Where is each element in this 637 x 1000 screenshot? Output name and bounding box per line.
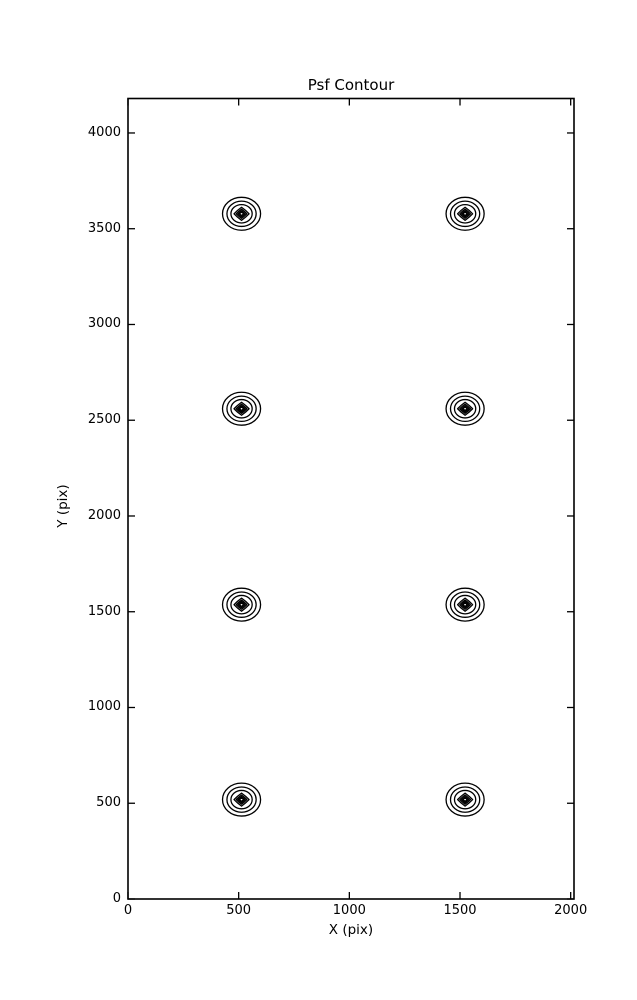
contour-ring-core — [456, 792, 474, 807]
contour-ring — [221, 782, 262, 817]
contour-ring-core — [459, 403, 472, 414]
contour-ring-core — [459, 599, 472, 610]
x-tick-label: 1000 — [332, 903, 366, 918]
x-tick-label: 0 — [123, 903, 133, 918]
contour-ring-core — [235, 794, 248, 805]
y-tick-label: 2500 — [87, 412, 121, 428]
x-tick-label: 1500 — [443, 903, 477, 918]
y-tick-label: 0 — [112, 891, 121, 906]
contour-ring-core — [459, 208, 472, 220]
contour-ring-core — [460, 405, 470, 413]
contour-ring-core — [238, 211, 245, 217]
contour-ring — [445, 391, 485, 426]
contour-ring-core — [233, 206, 250, 221]
contour-ring — [453, 203, 477, 224]
y-tick-label: 500 — [96, 795, 121, 811]
contour-ring — [449, 786, 481, 813]
contour-ring-core — [462, 797, 468, 802]
contour-ring — [449, 200, 481, 228]
contour-ring-core — [460, 210, 470, 218]
plot-title: Psf Contour — [307, 76, 395, 94]
contour-ring-core — [237, 405, 246, 413]
contour-ring — [230, 398, 253, 419]
contour-ring-core — [235, 599, 248, 610]
y-axis-label: Y (pix) — [55, 484, 71, 528]
contour-ring — [453, 789, 477, 810]
contour-ring — [221, 196, 262, 231]
x-tick-label: 500 — [226, 903, 252, 918]
contour-ring-core — [462, 602, 468, 608]
y-tick-label: 4000 — [87, 124, 121, 140]
contour-ring — [449, 591, 481, 618]
y-tick-label: 3500 — [87, 220, 121, 236]
contour-ring — [226, 200, 257, 228]
contour-ring — [449, 395, 481, 423]
contour-ring — [445, 196, 485, 231]
contour-ring-core — [456, 401, 474, 416]
contour-ring-core — [237, 210, 246, 218]
y-tick-label: 2000 — [87, 507, 121, 523]
contour-ring — [230, 594, 253, 615]
contour-ring-core — [235, 403, 248, 414]
contour-ring-core — [238, 602, 245, 608]
plot-frame — [127, 97, 575, 900]
contour-ring-core — [233, 792, 250, 807]
y-tick-label: 1500 — [87, 603, 121, 619]
contour-ring — [230, 789, 253, 810]
contour-ring — [230, 203, 253, 224]
contour-ring-core — [456, 597, 474, 612]
contour-ring-core — [238, 797, 245, 802]
contour-ring-core — [237, 795, 246, 804]
contour-ring-core — [460, 795, 470, 804]
contour-ring-core — [462, 406, 468, 412]
contour-ring — [226, 591, 257, 618]
x-axis-label: X (pix) — [328, 922, 374, 938]
contour-ring-core — [233, 401, 250, 416]
x-tick-label: 2000 — [554, 903, 588, 918]
contour-ring — [453, 594, 477, 615]
contour-ring-core — [460, 600, 470, 609]
contour-ring-core — [456, 206, 474, 221]
contour-ring — [445, 587, 485, 622]
y-tick-label: 1000 — [87, 699, 121, 715]
contour-ring — [221, 587, 262, 622]
y-tick-label: 3000 — [87, 316, 121, 332]
contour-ring — [226, 786, 257, 813]
contour-ring-core — [459, 794, 472, 805]
contour-ring-core — [238, 406, 245, 412]
contour-ring — [221, 391, 262, 426]
contour-ring — [445, 782, 485, 817]
contour-ring-core — [233, 597, 250, 612]
contour-ring — [453, 398, 477, 419]
contour-ring-core — [237, 600, 246, 609]
contour-ring-core — [235, 208, 248, 220]
contour-ring-core — [462, 211, 468, 217]
contour-ring — [226, 395, 257, 423]
